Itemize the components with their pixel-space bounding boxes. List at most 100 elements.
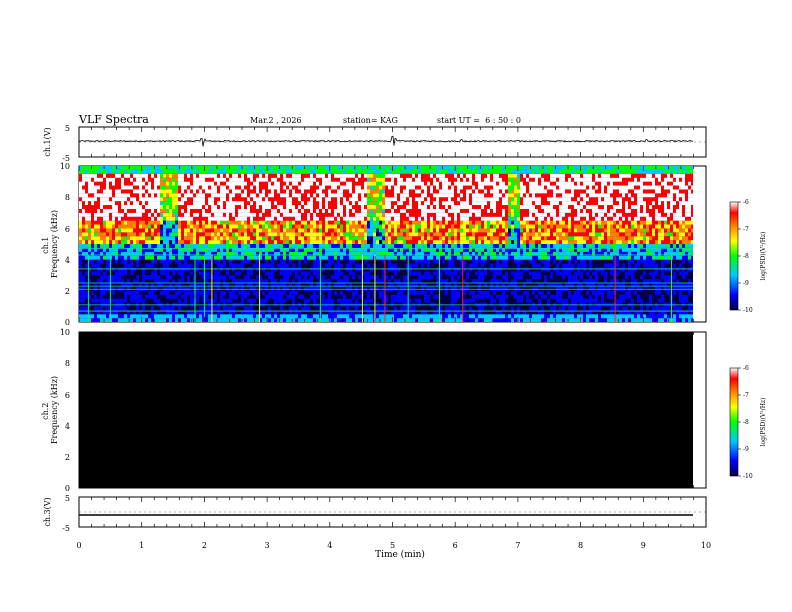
spectrogram-cell (97, 294, 100, 299)
spectrogram-cell (208, 208, 211, 213)
spectrogram-cell (385, 236, 388, 241)
spectrogram-cell (418, 294, 421, 299)
spectrogram-cell (127, 279, 130, 284)
spectrogram-cell (256, 197, 259, 202)
spectrogram-cell (265, 185, 268, 190)
spectrogram-cell (226, 310, 229, 315)
spectrogram-cell (232, 251, 235, 256)
spectrogram-cell (88, 240, 91, 245)
spectrogram-cell (316, 169, 319, 174)
spectrogram-cell (385, 185, 388, 190)
spectrogram-cell (112, 275, 115, 280)
spectrogram-cell (247, 181, 250, 186)
spectrogram-cell (394, 259, 397, 264)
spectrogram-cell (442, 189, 445, 194)
spectrogram-cell (334, 228, 337, 233)
spectrogram-cell (139, 279, 142, 284)
spectrogram-cell (244, 201, 247, 206)
spectrogram-cell (382, 244, 385, 248)
spectrogram-cell (235, 290, 238, 295)
spectrogram-cell (136, 205, 139, 209)
spectrogram-cell (424, 197, 427, 202)
spectrogram-cell (406, 166, 409, 170)
spectrogram-cell (106, 220, 109, 225)
spectrogram-cell (388, 283, 391, 287)
spectrogram-cell (259, 259, 262, 264)
spectrogram-cell (97, 201, 100, 206)
spectrogram-cell (325, 247, 328, 252)
spectrogram-cell (391, 244, 394, 248)
spectrogram-cell (421, 255, 424, 260)
spectrogram-cell (274, 255, 277, 260)
spectrogram-cell (172, 185, 175, 190)
spectrogram-cell (211, 181, 214, 186)
spectrogram-cell (349, 267, 352, 272)
spectrogram-cell (181, 193, 184, 198)
spectrogram-cell (112, 169, 115, 174)
spectrogram-cell (220, 224, 223, 229)
spectrogram-cell (184, 236, 187, 241)
spectrogram-cell (322, 247, 325, 252)
spectrogram-cell (325, 205, 328, 209)
spectrogram-cell (187, 310, 190, 315)
spectrogram-cell (235, 236, 238, 241)
spectrogram-cell (97, 189, 100, 194)
spectrogram-cell (142, 294, 145, 299)
spectrogram-cell (166, 294, 169, 299)
spectrogram-cell (184, 290, 187, 295)
spectrogram-cell (154, 244, 157, 248)
spectrogram-cell (343, 247, 346, 252)
spectrogram-cell (382, 247, 385, 252)
spectrogram-cell (115, 271, 118, 276)
spectrogram-cell (322, 236, 325, 241)
spectrogram-cell (106, 189, 109, 194)
spectrogram-cell (304, 185, 307, 190)
spectrogram-cell (184, 189, 187, 194)
spectrogram-cell (355, 310, 358, 315)
spectrogram-cell (211, 267, 214, 272)
spectrogram-cell (181, 181, 184, 186)
spectrogram-cell (232, 205, 235, 209)
spectrogram-cell (181, 279, 184, 284)
spectrogram-cell (307, 185, 310, 190)
spectrogram-cell (229, 267, 232, 272)
spectrogram-cell (412, 290, 415, 295)
spectrogram-cell (400, 216, 403, 221)
spectrogram-cell (271, 306, 274, 311)
spectrogram-cell (406, 224, 409, 229)
spectrogram-cell (256, 318, 259, 322)
spectrogram-cell (385, 181, 388, 186)
ch1-ytick-bottom: -5 (62, 154, 70, 163)
spectrogram-cell (355, 169, 358, 174)
spectrogram-cell (406, 306, 409, 311)
spectrogram-cell (94, 208, 97, 213)
spectrogram-cell (157, 181, 160, 186)
spectrogram-cell (229, 294, 232, 299)
spectrogram-cell (256, 228, 259, 233)
spectrogram-cell (211, 166, 214, 170)
spectrogram-cell (244, 259, 247, 264)
spectrogram-cell (223, 193, 226, 198)
spectrogram-cell (367, 205, 370, 209)
spectrogram-cell (367, 247, 370, 252)
spectrogram-cell (157, 314, 160, 319)
spectrogram-cell (268, 193, 271, 198)
spectrogram-cell (382, 298, 385, 303)
spectrogram-cell (301, 306, 304, 311)
spectrogram-cell (322, 271, 325, 276)
spectrogram-cell (325, 212, 328, 217)
spectrogram-cell (217, 181, 220, 186)
spectrogram-cell (295, 255, 298, 260)
spectrogram-cell (355, 251, 358, 256)
spectrogram-cell (133, 255, 136, 260)
spectrogram-cell (409, 185, 412, 190)
spectrogram-cell (343, 193, 346, 198)
spectrogram-cell (370, 201, 373, 206)
spectrogram-cell (187, 216, 190, 221)
spectrogram-cell (376, 166, 379, 170)
spectrogram-cell (259, 275, 262, 280)
spectrogram-cell (193, 220, 196, 225)
spectrogram-cell (154, 283, 157, 287)
spectrogram-cell (307, 271, 310, 276)
spectrogram-cell (145, 216, 148, 221)
